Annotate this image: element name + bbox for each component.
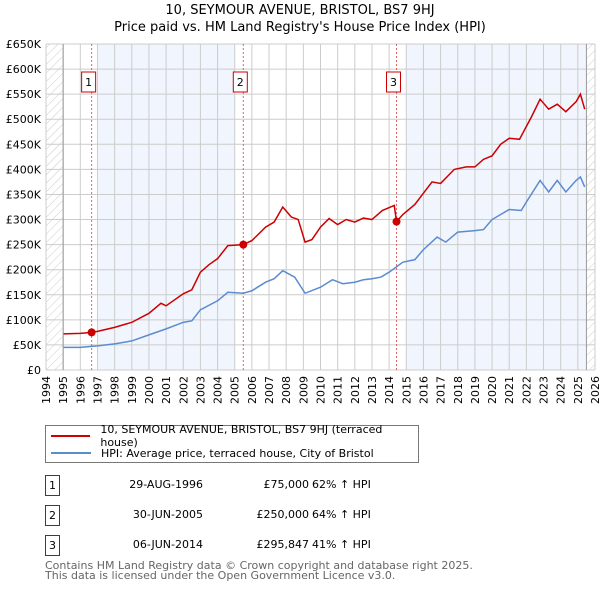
chart-subtitle: Price paid vs. HM Land Registry's House … <box>114 20 486 35</box>
sale-point <box>239 240 248 249</box>
sale-price: £75,000 <box>263 478 310 491</box>
x-tick-label: 2011 <box>332 376 345 404</box>
x-tick-label: 2018 <box>452 376 465 404</box>
x-tick-label: 2007 <box>263 376 276 404</box>
x-tick-label: 2020 <box>486 376 499 404</box>
y-tick-label: £300K <box>6 214 42 227</box>
sale-marker-box <box>232 71 248 93</box>
x-tick-label: 1994 <box>40 376 53 404</box>
sale-price: £250,000 <box>256 508 310 521</box>
y-tick-label: £400K <box>6 163 42 176</box>
sale-marker-label: 1 <box>85 76 92 89</box>
x-tick-label: 1998 <box>109 376 122 404</box>
y-tick-label: £250K <box>6 239 42 252</box>
legend-label: HPI: Average price, terraced house, City… <box>101 446 374 460</box>
hpi-difference: 41% ↑ HPI <box>312 538 371 551</box>
x-tick-label: 1999 <box>126 376 139 404</box>
legend-label: 10, SEYMOUR AVENUE, BRISTOL, BS7 9HJ (te… <box>100 423 383 449</box>
y-tick-label: £500K <box>6 113 42 126</box>
footer-licence: This data is licensed under the Open Gov… <box>45 569 396 582</box>
y-tick-label: £150K <box>6 289 42 302</box>
x-tick-label: 2008 <box>280 376 293 404</box>
x-tick-label: 2025 <box>572 376 585 404</box>
x-tick-label: 2003 <box>194 376 207 404</box>
x-tick-label: 2019 <box>469 376 482 404</box>
sale-row: 3 06-JUN-2014 £295,847 41% ↑ HPI <box>45 535 445 556</box>
x-tick-label: 1996 <box>74 376 87 404</box>
sale-marker-box <box>386 71 402 93</box>
x-tick-label: 1997 <box>91 376 104 404</box>
x-tick-label: 2014 <box>383 376 396 404</box>
x-tick-label: 2002 <box>177 376 190 404</box>
y-tick-label: £0 <box>27 364 41 377</box>
x-tick-label: 2004 <box>212 376 225 404</box>
x-tick-label: 2023 <box>538 376 551 404</box>
x-tick-label: 2021 <box>503 376 516 404</box>
sale-price: £295,847 <box>256 538 310 551</box>
x-tick-label: 1995 <box>57 376 70 404</box>
property-price-line <box>63 92 586 335</box>
hatched-period <box>586 44 595 370</box>
x-tick-label: 2013 <box>366 376 379 404</box>
sale-date: 30-JUN-2005 <box>132 508 203 521</box>
legend: 10, SEYMOUR AVENUE, BRISTOL, BS7 9HJ (te… <box>45 423 419 463</box>
sale-point <box>87 328 96 337</box>
hpi-line <box>63 175 586 349</box>
y-tick-label: £350K <box>6 188 42 201</box>
shaded-period <box>406 44 587 370</box>
sale-date: 29-AUG-1996 <box>129 478 203 491</box>
hpi-difference: 62% ↑ HPI <box>312 478 371 491</box>
x-tick-label: 2000 <box>143 376 156 404</box>
sale-marker-label: 2 <box>237 76 244 89</box>
sale-marker-box <box>81 71 97 93</box>
x-tick-label: 2010 <box>315 376 328 404</box>
y-tick-label: £550K <box>6 88 42 101</box>
x-tick-label: 2009 <box>297 376 310 404</box>
sale-number-badge: 2 <box>45 505 60 526</box>
x-tick-label: 2022 <box>520 376 533 404</box>
red-line-swatch <box>51 435 91 437</box>
x-tick-label: 2017 <box>435 376 448 404</box>
y-tick-label: £450K <box>6 138 42 151</box>
sale-point <box>392 217 401 226</box>
sale-marker-label: 3 <box>390 76 397 89</box>
y-tick-label: £50K <box>13 339 42 352</box>
y-tick-label: £100K <box>6 314 42 327</box>
y-tick-label: £600K <box>6 63 42 76</box>
y-tick-label: £200K <box>6 264 42 277</box>
x-tick-label: 2012 <box>349 376 362 404</box>
sale-date: 06-JUN-2014 <box>132 538 203 551</box>
sale-row: 2 30-JUN-2005 £250,000 64% ↑ HPI <box>45 505 445 526</box>
legend-item-hpi: HPI: Average price, terraced house, City… <box>51 445 374 461</box>
x-tick-label: 2026 <box>589 376 600 404</box>
x-tick-label: 2024 <box>555 376 568 404</box>
y-tick-label: £650K <box>6 38 42 51</box>
x-tick-label: 2005 <box>229 376 242 404</box>
x-tick-label: 2001 <box>160 376 173 404</box>
x-tick-label: 2016 <box>417 376 430 404</box>
sale-number-badge: 1 <box>45 475 60 496</box>
hatched-period <box>46 44 64 370</box>
price-chart: 1 2 3 1994 1995 1996 1997 1998 1999 2000 2001 2002 2… <box>6 38 600 404</box>
sale-row: 1 29-AUG-1996 £75,000 62% ↑ HPI <box>45 475 445 496</box>
blue-line-swatch <box>51 452 91 454</box>
footer-copyright: Contains HM Land Registry data © Crown c… <box>45 559 473 572</box>
sale-number-badge: 3 <box>45 535 60 556</box>
chart-title: 10, SEYMOUR AVENUE, BRISTOL, BS7 9HJ <box>165 3 435 18</box>
x-tick-label: 2015 <box>400 376 413 404</box>
legend-item-property: 10, SEYMOUR AVENUE, BRISTOL, BS7 9HJ (te… <box>51 423 418 449</box>
hpi-difference: 64% ↑ HPI <box>312 508 371 521</box>
x-tick-label: 2006 <box>246 376 259 404</box>
